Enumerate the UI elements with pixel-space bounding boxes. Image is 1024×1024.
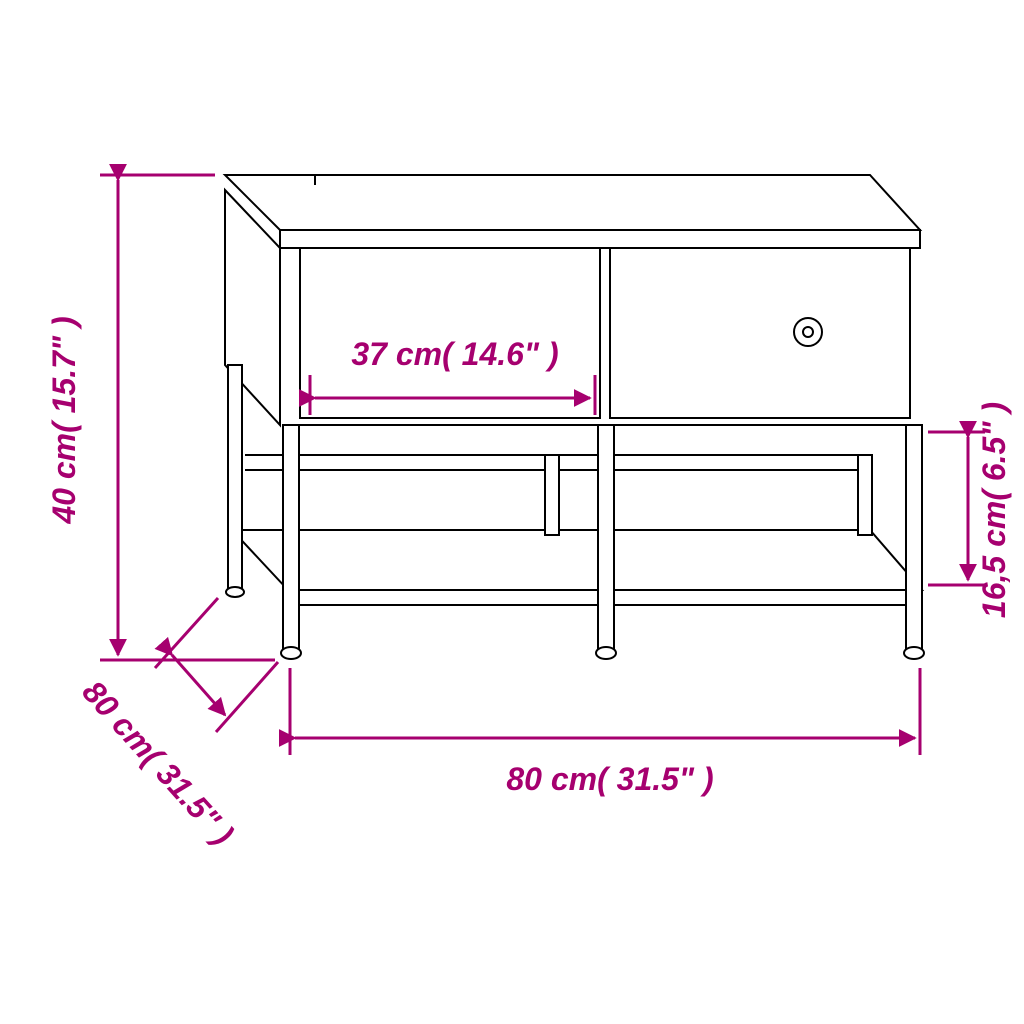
dim-depth: 80 cm( 31.5" ) [75,598,278,852]
furniture-outline [225,175,924,659]
foot-front-left [281,647,301,659]
top-surface [225,175,920,230]
top-front-edge [280,230,920,248]
dim-clearance-label: 16,5 cm( 6.5" ) [976,402,1012,618]
dim-width-label: 80 cm( 31.5" ) [506,761,713,797]
foot-front-mid [596,647,616,659]
dim-depth-label: 80 cm( 31.5" ) [75,674,240,852]
dim-height-total-label: 40 cm( 15.7" ) [46,316,82,524]
foot-back-left [226,587,244,597]
leg-back-mid [545,455,559,535]
leg-front-right [906,425,922,650]
drawer-left-front [300,248,600,418]
foot-front-right [904,647,924,659]
drawer-right-front [610,248,910,418]
dim-drawer-width-label: 37 cm( 14.6" ) [351,336,558,372]
drawer-knob-inner [803,327,813,337]
dim-clearance: 16,5 cm( 6.5" ) [928,402,1012,618]
dim-width: 80 cm( 31.5" ) [290,668,920,797]
leg-front-left [283,425,299,650]
leg-front-mid [598,425,614,650]
bottom-shelf [232,530,922,590]
leg-back-right [858,455,872,535]
leg-back-left [228,365,242,590]
